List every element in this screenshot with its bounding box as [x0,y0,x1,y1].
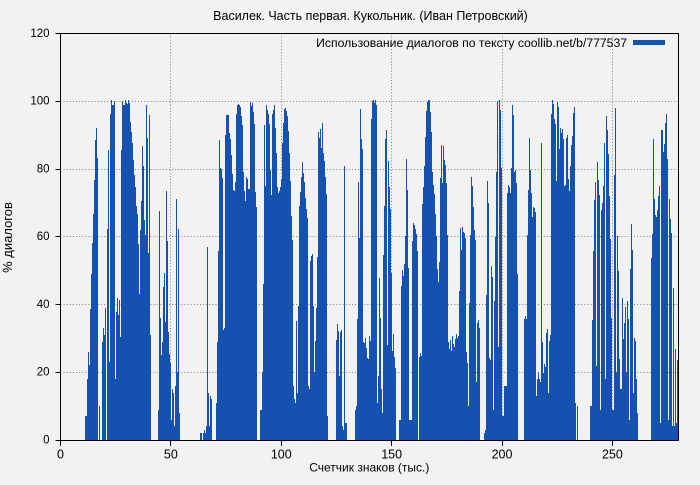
svg-text:Использование диалогов по текс: Использование диалогов по тексту coollib… [316,36,627,50]
svg-text:40: 40 [37,299,50,311]
svg-text:60: 60 [37,231,50,243]
svg-text:Василек. Часть первая. Кукольн: Василек. Часть первая. Кукольник. (Иван … [213,9,528,23]
svg-text:150: 150 [381,448,402,462]
svg-text:120: 120 [30,28,49,40]
svg-text:20: 20 [37,367,50,379]
svg-text:200: 200 [492,448,513,462]
svg-text:0: 0 [57,448,64,462]
svg-text:50: 50 [164,448,178,462]
svg-text:Счетчик знаков (тыс.): Счетчик знаков (тыс.) [309,461,429,475]
svg-text:100: 100 [271,448,292,462]
svg-text:% диалогов: % диалогов [0,202,15,273]
svg-text:100: 100 [30,96,49,108]
svg-text:0: 0 [43,434,49,446]
svg-text:250: 250 [602,448,623,462]
svg-text:80: 80 [37,163,50,175]
